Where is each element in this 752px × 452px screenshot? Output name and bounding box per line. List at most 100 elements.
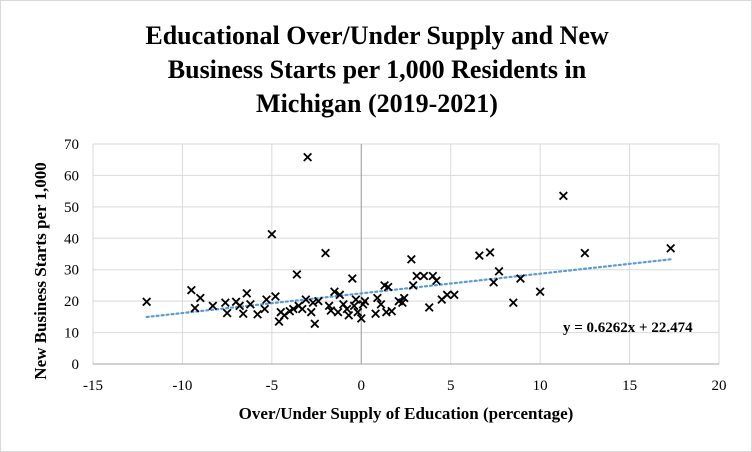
data-point [195, 293, 205, 303]
data-point [242, 288, 252, 298]
data-point [303, 152, 313, 162]
marker-stroke [558, 191, 568, 201]
marker-stroke [666, 243, 676, 253]
marker-stroke [297, 304, 307, 314]
marker-stroke [344, 310, 354, 320]
marker-stroke [279, 310, 289, 320]
marker-stroke [372, 293, 382, 303]
data-point [279, 310, 289, 320]
y-tick-label: 0 [72, 357, 80, 373]
marker-stroke [313, 296, 323, 306]
marker-stroke [489, 277, 499, 287]
data-point [238, 309, 248, 319]
data-point [190, 303, 200, 313]
data-point [351, 295, 361, 305]
chart-title: Educational Over/Under Supply and New Bu… [145, 21, 609, 118]
data-point [431, 276, 441, 286]
y-axis-title: New Business Starts per 1,000 [31, 162, 50, 379]
data-point [494, 266, 504, 276]
trendline-layer [145, 258, 672, 319]
trendline-equation: y = 0.6262x + 22.474 [563, 320, 693, 336]
marker-stroke [419, 271, 429, 281]
marker-stroke [485, 247, 495, 257]
x-tick-label: 20 [712, 378, 727, 394]
data-point [222, 308, 232, 318]
x-tick-label: -5 [266, 378, 279, 394]
y-tick-label: 50 [64, 200, 79, 216]
data-point [288, 304, 298, 314]
marker-stroke [301, 295, 311, 305]
data-point [260, 304, 270, 314]
data-point [347, 274, 357, 283]
x-axis-title: Over/Under Supply of Education (percenta… [239, 404, 574, 423]
marker-stroke [222, 308, 232, 318]
data-point [262, 295, 271, 305]
marker-stroke [238, 309, 248, 319]
marker-stroke [394, 296, 404, 306]
data-point [235, 301, 245, 311]
x-tick-label: -10 [172, 378, 192, 394]
marker-stroke [353, 307, 363, 317]
data-point [353, 307, 363, 317]
y-tick-label: 40 [64, 231, 79, 247]
data-point [449, 290, 459, 300]
data-point [666, 243, 676, 253]
marker-stroke [349, 301, 359, 311]
data-point [301, 295, 311, 305]
axes [93, 144, 719, 365]
x-tick-label: 0 [358, 378, 366, 394]
data-point [313, 296, 323, 306]
marker-stroke [335, 290, 345, 300]
data-point [321, 248, 330, 258]
marker-stroke [186, 285, 196, 295]
y-tick-label: 60 [64, 168, 79, 184]
data-point [412, 271, 422, 281]
data-point [508, 298, 518, 308]
data-point [245, 299, 255, 309]
data-point [324, 301, 334, 311]
marker-stroke [449, 290, 459, 300]
y-tick-label: 70 [64, 137, 79, 153]
marker-stroke [431, 276, 441, 286]
data-point [376, 299, 386, 309]
marker-stroke [371, 309, 381, 319]
data-point [474, 251, 484, 261]
data-point [535, 287, 545, 297]
data-point [330, 287, 339, 297]
data-point [292, 269, 302, 279]
marker-stroke [245, 299, 255, 309]
marker-stroke [408, 280, 418, 290]
marker-stroke [190, 303, 200, 313]
data-point [267, 229, 277, 239]
marker-stroke [242, 288, 252, 298]
marker-stroke [406, 254, 416, 264]
data-point [485, 247, 495, 257]
marker-stroke [442, 290, 452, 300]
x-tick-label: 5 [447, 378, 455, 394]
marker-stroke [428, 271, 438, 281]
marker-stroke [231, 297, 241, 307]
marker-stroke [351, 295, 361, 305]
marker-stroke [376, 299, 386, 309]
data-point [419, 271, 429, 281]
data-point [397, 298, 407, 308]
marker-stroke [288, 304, 298, 314]
data-point [424, 302, 434, 312]
data-point [371, 309, 381, 319]
data-point [186, 285, 196, 295]
marker-stroke [397, 298, 407, 308]
marker-stroke [383, 282, 393, 292]
marker-stroke [508, 298, 518, 308]
marker-stroke [412, 271, 422, 281]
y-tick-label: 30 [64, 263, 79, 279]
marker-stroke [321, 248, 330, 258]
trendline [145, 258, 672, 319]
x-tick-label: 15 [622, 378, 637, 394]
marker-stroke [387, 306, 397, 316]
marker-stroke [326, 306, 336, 316]
marker-stroke [308, 298, 318, 308]
data-point [349, 301, 359, 311]
marker-stroke [310, 319, 320, 329]
marker-stroke [142, 297, 152, 307]
data-point [208, 301, 218, 311]
